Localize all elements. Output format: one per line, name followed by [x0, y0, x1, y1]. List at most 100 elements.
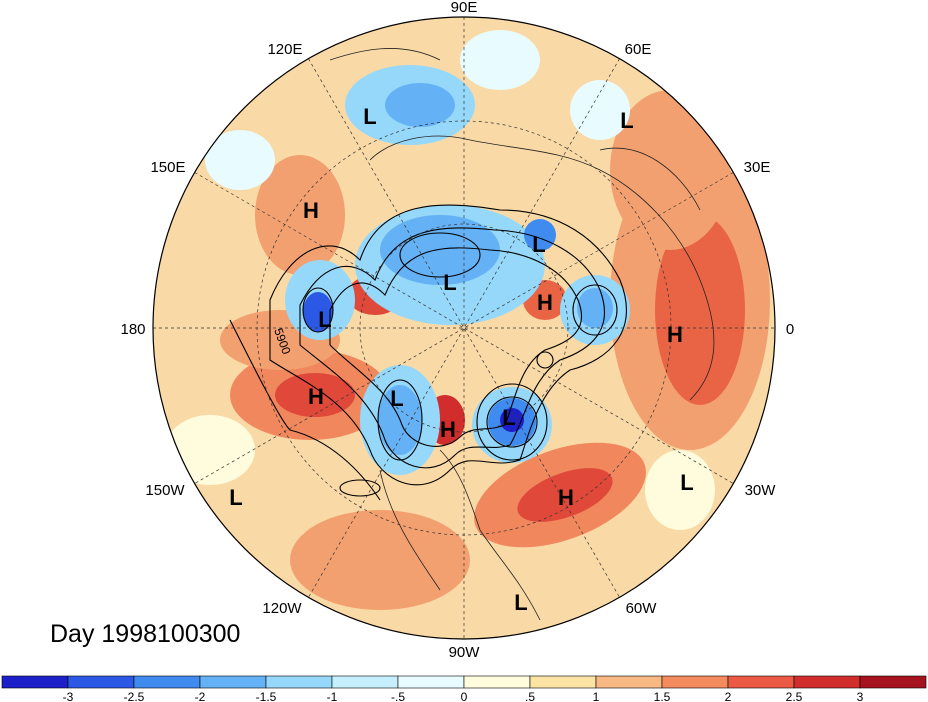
anomaly-region [380, 215, 500, 285]
colorbar: -3 -2.5 -2 -1.5 -1 -.5 0 .5 1 1.5 2 2.5 3 [1, 675, 927, 702]
anomaly-region [577, 288, 613, 328]
colorbar-tick-label: -.5 [391, 690, 405, 702]
pressure-center-low: L [514, 590, 527, 615]
colorbar-tick-label: 0 [461, 690, 468, 702]
height-contour [299, 227, 605, 469]
meridian-line [308, 58, 620, 598]
colorbar-tick-label: 2.5 [786, 690, 803, 702]
height-contour [302, 287, 334, 333]
height-contour [476, 383, 548, 461]
height-contour [339, 479, 381, 497]
colorbar-swatch [133, 675, 201, 689]
lon-label-150w: 150W [145, 482, 185, 499]
lon-label-60e: 60E [625, 41, 652, 58]
pressure-center-low: L [620, 108, 633, 133]
colorbar-swatch [331, 675, 399, 689]
anomaly-region [385, 83, 455, 127]
colorbar-swatch [463, 675, 531, 689]
lon-label-150e: 150E [150, 159, 185, 176]
colorbar-swatch [529, 675, 597, 689]
pressure-center-low: L [363, 104, 376, 129]
anomaly-region [460, 30, 540, 90]
colorbar-tick-label: 2 [725, 690, 732, 702]
height-contour [486, 396, 538, 448]
pressure-center-low: L [318, 307, 331, 332]
colorbar-swatch [859, 675, 927, 689]
anomaly-region [500, 408, 524, 432]
height-contour [399, 232, 481, 278]
lon-label-120w: 120W [262, 600, 302, 617]
pressure-center-high: H [537, 290, 553, 315]
map-boundary [152, 16, 776, 640]
colorbar-tick-label: -3 [63, 690, 74, 702]
meridian-line [194, 172, 734, 484]
colorbar-swatch [67, 675, 135, 689]
pressure-center-high: H [558, 485, 574, 510]
colorbar-tick-label: -2.5 [124, 690, 145, 702]
colorbar-tick-label: .5 [525, 690, 535, 702]
colorbar-swatch [265, 675, 333, 689]
height-contour [329, 247, 583, 447]
coastline [379, 469, 441, 591]
colorbar-tick-label: 3 [857, 690, 864, 702]
colorbar-swatch [793, 675, 861, 689]
coastline [439, 449, 541, 621]
anomaly-region [655, 215, 745, 405]
anomaly-region [570, 80, 630, 140]
lon-label-30w: 30W [745, 482, 777, 499]
lon-label-60w: 60W [626, 600, 658, 617]
anomaly-region [645, 450, 715, 530]
anomaly-region [290, 510, 470, 610]
colorbar-swatch [1, 675, 69, 689]
colorbar-tick-label: -1.5 [256, 690, 277, 702]
height-contour [377, 379, 423, 461]
lon-label-90e: 90E [451, 0, 478, 16]
anomaly-region [255, 155, 345, 275]
pressure-center-low: L [443, 270, 456, 295]
anomaly-region [524, 219, 556, 251]
meridian-line [308, 58, 620, 598]
coastline [329, 48, 441, 61]
height-contour [572, 284, 618, 336]
anomaly-region [275, 373, 355, 417]
anomaly-region [205, 130, 275, 190]
meridian-line [194, 172, 734, 484]
colorbar-swatch [727, 675, 795, 689]
lon-label-120e: 120E [267, 41, 302, 58]
coastline [599, 147, 701, 211]
pressure-center-high: H [440, 417, 456, 442]
height-contours [229, 204, 627, 501]
lon-label-0: 0 [786, 321, 794, 338]
lon-label-180: 180 [120, 321, 145, 338]
colorbar-tick-label: 1 [593, 690, 600, 702]
colorbar-swatch [199, 675, 267, 689]
pressure-center-low: L [390, 386, 403, 411]
graticule [153, 17, 775, 639]
lon-label-30e: 30E [744, 159, 771, 176]
date-title: Day 1998100300 [50, 620, 241, 648]
height-contour [536, 351, 554, 369]
colorbar-tick-label: -1 [327, 690, 338, 702]
anomaly-region [517, 468, 613, 522]
pressure-centers: L L H L L H L H H L H L H L L L [229, 104, 693, 615]
colorbar-swatch [595, 675, 663, 689]
colorbar-swatch [397, 675, 465, 689]
colorbar-swatch [661, 675, 729, 689]
height-contour [229, 319, 381, 501]
pressure-center-low: L [680, 470, 693, 495]
longitude-labels: 90E 60E 30E 0 30W 60W 90W 120W 150W 180 … [120, 0, 794, 661]
pressure-center-high: H [667, 322, 683, 347]
anomaly-region [303, 292, 333, 332]
pressure-center-low: L [532, 232, 545, 257]
pressure-center-high: H [303, 198, 319, 223]
lon-label-90w: 90W [449, 644, 481, 661]
pressure-center-low: L [502, 405, 515, 430]
pressure-center-high: H [308, 384, 324, 409]
coastline [369, 135, 715, 401]
colorbar-tick-label: -2 [195, 690, 206, 702]
anomaly-region [165, 415, 255, 485]
coastlines [329, 48, 715, 621]
colorbar-tick-label: 1.5 [654, 690, 671, 702]
pressure-center-low: L [229, 485, 242, 510]
